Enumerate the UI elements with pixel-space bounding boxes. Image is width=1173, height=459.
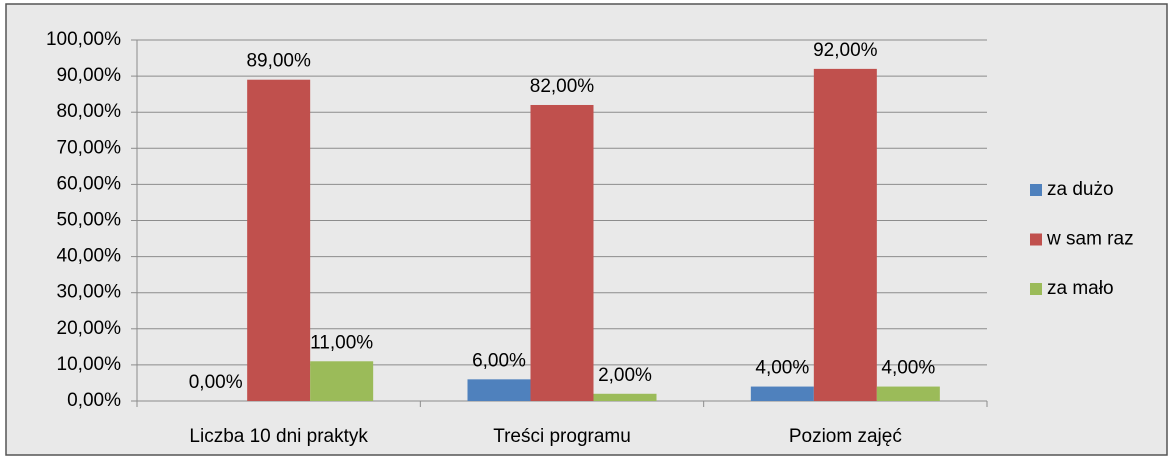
y-tick-label: 60,00% bbox=[57, 173, 122, 194]
legend-label: w sam raz bbox=[1046, 229, 1134, 250]
data-label: 0,00% bbox=[189, 372, 243, 393]
y-tick-label: 70,00% bbox=[57, 137, 122, 158]
y-tick-label: 10,00% bbox=[57, 354, 122, 375]
data-label: 6,00% bbox=[472, 350, 526, 371]
y-tick-label: 20,00% bbox=[57, 318, 122, 339]
legend-label: za mało bbox=[1047, 278, 1114, 299]
x-tick-label: Treści programu bbox=[493, 426, 631, 447]
legend-label: za dużo bbox=[1047, 179, 1114, 200]
legend-swatch bbox=[1030, 233, 1042, 246]
data-label: 2,00% bbox=[598, 365, 652, 386]
bar bbox=[467, 379, 531, 401]
legend-swatch bbox=[1030, 283, 1042, 295]
y-tick-label: 30,00% bbox=[57, 282, 122, 303]
y-tick-label: 50,00% bbox=[57, 210, 122, 231]
y-tick-label: 80,00% bbox=[57, 101, 122, 122]
x-tick-label: Poziom zajęć bbox=[789, 426, 902, 447]
y-tick-label: 100,00% bbox=[46, 29, 121, 50]
y-tick-label: 0,00% bbox=[67, 390, 121, 411]
bar bbox=[530, 104, 594, 401]
y-tick-label: 90,00% bbox=[57, 65, 122, 86]
y-tick-label: 40,00% bbox=[57, 246, 122, 267]
x-tick-label: Liczba 10 dni praktyk bbox=[189, 426, 368, 447]
data-label: 4,00% bbox=[755, 358, 809, 379]
bar bbox=[876, 386, 940, 401]
data-label: 11,00% bbox=[310, 332, 373, 353]
bar bbox=[593, 393, 657, 401]
bar bbox=[247, 79, 311, 402]
legend-swatch bbox=[1030, 184, 1042, 196]
data-label: 82,00% bbox=[530, 76, 595, 97]
data-label: 4,00% bbox=[881, 358, 935, 379]
data-label: 92,00% bbox=[813, 40, 878, 61]
data-label: 89,00% bbox=[246, 51, 311, 72]
bar bbox=[310, 361, 374, 401]
bar bbox=[750, 386, 814, 401]
bar bbox=[813, 68, 877, 401]
